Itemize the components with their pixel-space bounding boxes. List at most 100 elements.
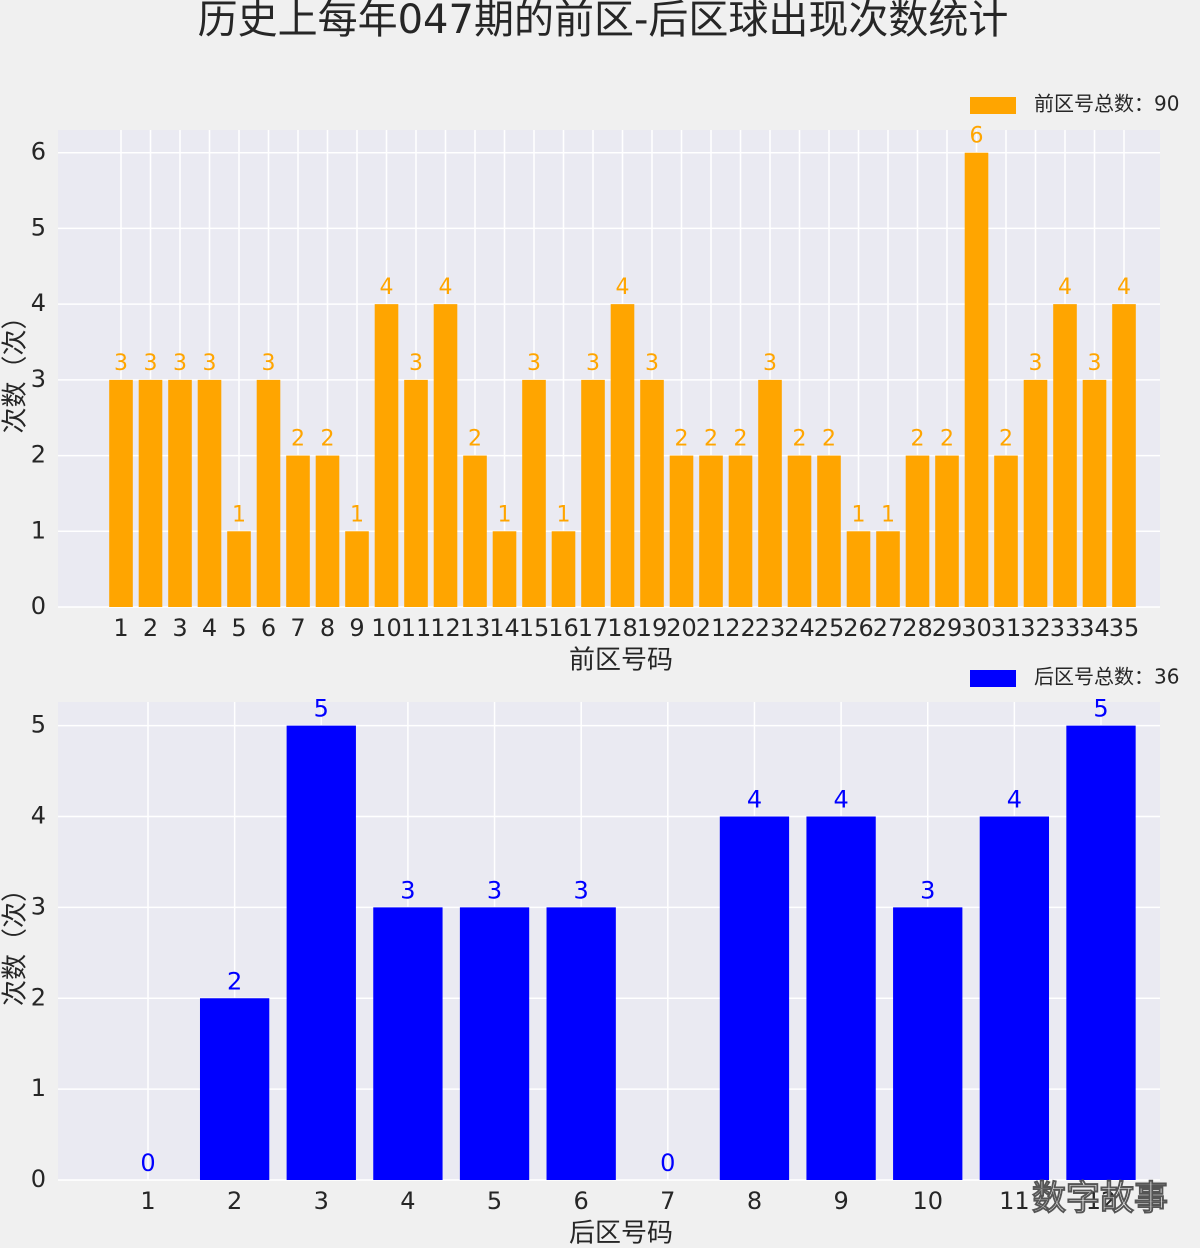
bar (345, 531, 369, 607)
figure-title: 历史上每年047期的前区-后区球出现次数统计 (198, 0, 1009, 43)
bar (1066, 725, 1136, 1180)
bar (404, 379, 428, 607)
x-tick-label: 24 (784, 614, 815, 642)
bar (138, 379, 163, 607)
x-tick-label: 20 (666, 614, 697, 642)
y-tick-label: 1 (31, 516, 46, 544)
x-axis-label: 前区号码 (569, 646, 673, 676)
x-tick-label: 1 (140, 1187, 155, 1215)
x-tick-label: 21 (696, 614, 727, 642)
x-tick-label: 34 (1079, 614, 1110, 642)
bar (374, 304, 399, 607)
data-label: 4 (616, 275, 630, 300)
x-tick-label: 28 (902, 614, 933, 642)
bar (286, 455, 310, 607)
bar (546, 907, 616, 1180)
bar (433, 304, 458, 607)
bar (610, 304, 635, 607)
y-tick-label: 0 (31, 1165, 46, 1193)
x-tick-label: 8 (320, 614, 335, 642)
x-tick-label: 6 (574, 1187, 589, 1215)
y-tick-label: 1 (31, 1074, 46, 1102)
data-label: 3 (203, 351, 217, 376)
x-tick-label: 5 (231, 614, 246, 642)
data-label: 1 (350, 502, 364, 527)
data-label: 3 (409, 351, 423, 376)
data-label: 3 (487, 876, 502, 904)
data-label: 4 (833, 786, 848, 814)
x-tick-label: 19 (637, 614, 668, 642)
data-label: 2 (468, 427, 482, 452)
data-label: 1 (881, 502, 895, 527)
data-label: 2 (704, 427, 718, 452)
bar (373, 907, 443, 1180)
x-tick-label: 10 (912, 1187, 943, 1215)
data-label: 2 (227, 967, 242, 995)
bar (817, 455, 841, 607)
bar (199, 998, 270, 1180)
data-label: 2 (822, 427, 836, 452)
y-tick-label: 4 (31, 802, 46, 830)
x-tick-label: 7 (290, 614, 305, 642)
x-tick-label: 35 (1109, 614, 1140, 642)
x-tick-label: 2 (227, 1187, 242, 1215)
bar (876, 531, 900, 607)
legend-label: 后区号总数：36 (1034, 665, 1179, 689)
bar (964, 152, 989, 607)
y-tick-label: 2 (31, 983, 46, 1011)
bar (227, 531, 251, 607)
data-label: 3 (527, 351, 541, 376)
bar (905, 455, 930, 607)
data-label: 2 (999, 427, 1013, 452)
data-label: 4 (380, 275, 394, 300)
x-tick-label: 10 (371, 614, 402, 642)
data-label: 3 (574, 876, 589, 904)
legend-label: 前区号总数：90 (1034, 92, 1179, 116)
x-tick-label: 11 (999, 1187, 1030, 1215)
bar (719, 816, 790, 1180)
x-axis-label: 后区号码 (569, 1219, 673, 1248)
x-tick-label: 12 (1086, 1187, 1117, 1215)
data-label: 4 (1058, 275, 1072, 300)
bar (109, 379, 133, 607)
bar (1023, 379, 1048, 607)
y-tick-label: 5 (31, 711, 46, 739)
bar (935, 455, 959, 607)
x-tick-label: 18 (607, 614, 638, 642)
y-tick-label: 5 (31, 213, 46, 241)
data-label: 2 (675, 427, 689, 452)
x-tick-label: 1 (113, 614, 128, 642)
x-tick-label: 17 (578, 614, 609, 642)
data-label: 3 (114, 351, 128, 376)
data-label: 0 (140, 1149, 155, 1177)
y-tick-label: 4 (31, 289, 46, 317)
x-tick-label: 15 (519, 614, 550, 642)
x-tick-label: 7 (660, 1187, 675, 1215)
x-tick-label: 5 (487, 1187, 502, 1215)
x-tick-label: 8 (747, 1187, 762, 1215)
bar (994, 455, 1018, 607)
x-tick-label: 31 (991, 614, 1022, 642)
x-tick-label: 4 (400, 1187, 415, 1215)
watermark: 数字故事 (1032, 1179, 1168, 1219)
bar (315, 455, 340, 607)
x-tick-label: 30 (961, 614, 992, 642)
bar (893, 907, 963, 1180)
data-label: 1 (852, 502, 866, 527)
bar (522, 379, 546, 607)
legend-swatch (970, 670, 1016, 687)
x-tick-label: 3 (172, 614, 187, 642)
x-tick-label: 9 (833, 1187, 848, 1215)
y-tick-label: 2 (31, 441, 46, 469)
x-tick-label: 25 (814, 614, 845, 642)
bar (463, 455, 487, 607)
bar (1112, 304, 1136, 607)
bar (758, 379, 782, 607)
y-axis-label: 次数（次） (1, 303, 31, 433)
bar (1082, 379, 1107, 607)
data-label: 2 (940, 427, 954, 452)
data-label: 1 (557, 502, 571, 527)
data-label: 3 (645, 351, 659, 376)
